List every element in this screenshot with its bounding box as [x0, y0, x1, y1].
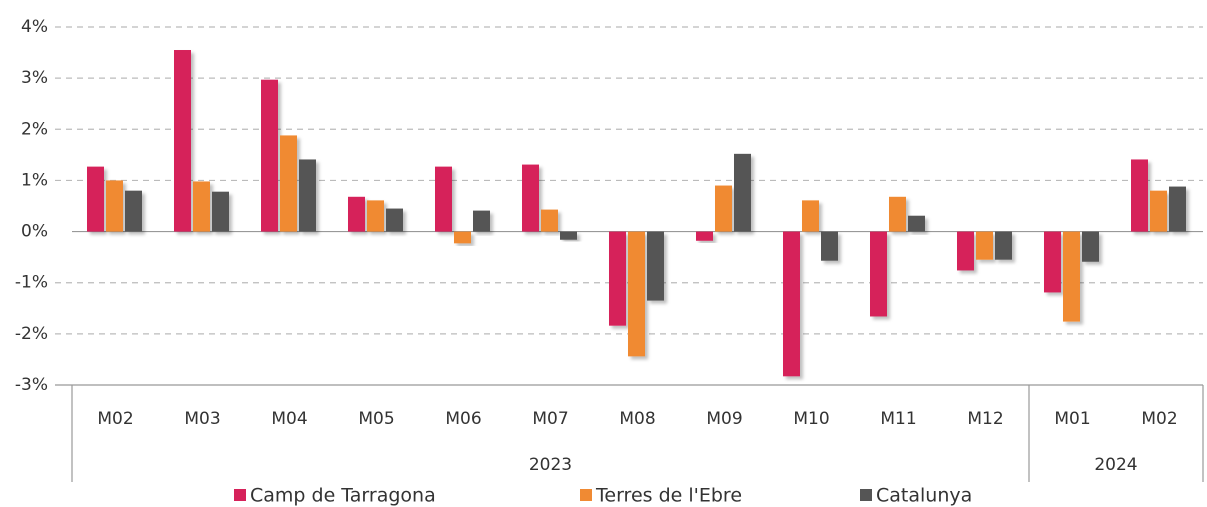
bar: [125, 190, 142, 232]
bar: [1169, 186, 1186, 232]
bar: [1063, 231, 1080, 322]
bar: [174, 50, 191, 232]
x-tick-label: M02: [97, 409, 133, 429]
y-tick-label: 1%: [21, 170, 48, 190]
bar: [541, 209, 558, 232]
x-tick-label: M10: [793, 409, 829, 429]
y-tick-label: 0%: [21, 222, 48, 242]
x-tick-label: M09: [706, 409, 742, 429]
bar: [889, 196, 906, 232]
bar: [299, 159, 316, 232]
bar: [821, 231, 838, 261]
bar: [435, 166, 452, 232]
bar: [1131, 159, 1148, 232]
x-tick-label: M02: [1141, 409, 1177, 429]
x-tick-label: M08: [619, 409, 655, 429]
bar: [976, 231, 993, 260]
y-tick-label: 4%: [21, 17, 48, 37]
bar: [560, 231, 577, 240]
y-tick-label: -1%: [15, 273, 48, 293]
bar: [783, 231, 800, 377]
x-tick-label: M11: [880, 409, 916, 429]
x-tick-label: M12: [967, 409, 1003, 429]
bar: [647, 231, 664, 301]
bar: [995, 231, 1012, 260]
legend-swatch: [860, 489, 872, 501]
bar: [908, 215, 925, 232]
y-tick-label: -3%: [15, 375, 48, 395]
bar: [802, 200, 819, 232]
bar: [261, 79, 278, 232]
legend-swatch: [580, 489, 592, 501]
bar: [715, 185, 732, 232]
bar: [1150, 190, 1167, 232]
legend-label: Camp de Tarragona: [250, 485, 436, 507]
bar: [212, 191, 229, 232]
bar: [106, 180, 123, 232]
x-tick-label: M03: [184, 409, 220, 429]
bar: [1082, 231, 1099, 262]
bar: [367, 200, 384, 232]
y-tick-label: 3%: [21, 68, 48, 88]
bar: [454, 231, 471, 244]
x-tick-label: M06: [445, 409, 481, 429]
group-label: 2023: [529, 455, 572, 475]
bar: [348, 196, 365, 232]
bar: [280, 135, 297, 232]
bar: [193, 181, 210, 232]
x-tick-label: M05: [358, 409, 394, 429]
bar: [1044, 231, 1061, 293]
bar: [473, 210, 490, 232]
bar: [386, 208, 403, 232]
bar: [734, 153, 751, 232]
x-tick-label: M07: [532, 409, 568, 429]
y-tick-label: 2%: [21, 119, 48, 139]
bar: [870, 231, 887, 317]
y-tick-label: -2%: [15, 324, 48, 344]
group-label: 2024: [1094, 455, 1137, 475]
x-tick-label: M04: [271, 409, 307, 429]
bar: [609, 231, 626, 326]
bar: [628, 231, 645, 357]
x-tick-label: M01: [1054, 409, 1090, 429]
bar: [696, 231, 713, 241]
legend-label: Terres de l'Ebre: [595, 485, 742, 507]
bar: [957, 231, 974, 271]
bar: [87, 166, 104, 232]
legend-swatch: [234, 489, 246, 501]
legend-label: Catalunya: [876, 485, 972, 507]
bar: [522, 164, 539, 232]
